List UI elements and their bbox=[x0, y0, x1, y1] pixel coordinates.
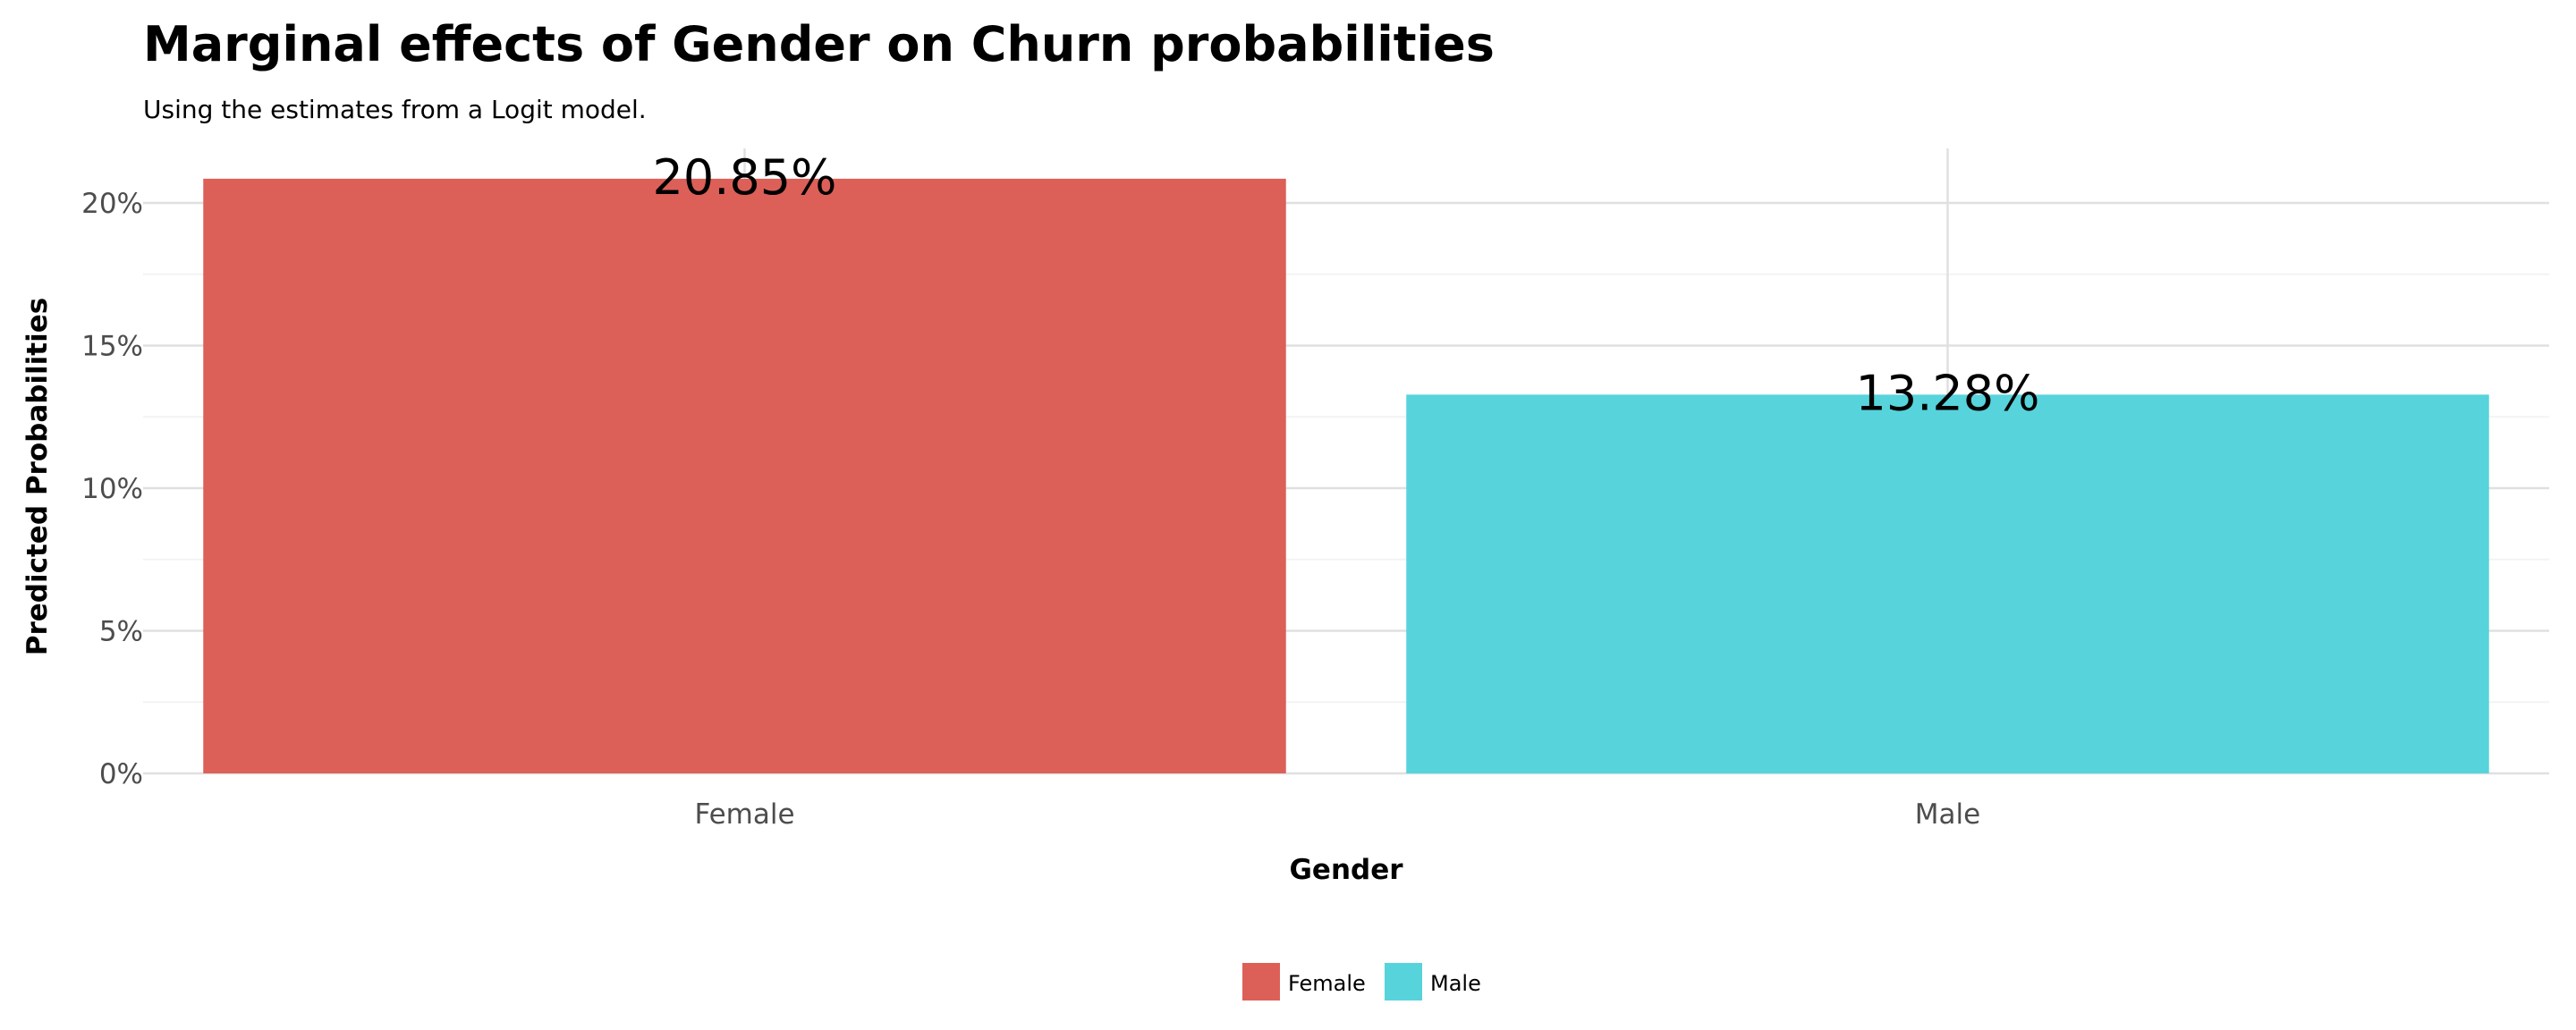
x-tick-label: Female bbox=[694, 798, 794, 831]
chart-subtitle: Using the estimates from a Logit model. bbox=[143, 95, 647, 124]
y-tick-label: 5% bbox=[99, 616, 143, 648]
legend: Female Male bbox=[1242, 963, 1481, 1000]
bar-value-labels: 20.85% 13.28% bbox=[653, 149, 2040, 421]
bar-value-label: 20.85% bbox=[653, 149, 837, 206]
y-axis-title: Predicted Probabilities bbox=[21, 298, 54, 655]
y-axis-ticks: 0% 5% 10% 15% 20% bbox=[81, 188, 143, 790]
bar-male bbox=[1406, 394, 2489, 773]
legend-label: Male bbox=[1430, 971, 1481, 996]
legend-swatch bbox=[1385, 963, 1422, 1000]
x-axis-title: Gender bbox=[1289, 854, 1403, 886]
legend-label: Female bbox=[1288, 971, 1366, 996]
x-axis-ticks: Female Male bbox=[694, 798, 1980, 831]
y-tick-label: 0% bbox=[99, 758, 143, 790]
y-tick-label: 10% bbox=[81, 473, 143, 505]
legend-swatch bbox=[1242, 963, 1280, 1000]
x-tick-label: Male bbox=[1915, 798, 1980, 831]
bar-value-label: 13.28% bbox=[1856, 365, 2040, 421]
legend-item-female: Female bbox=[1242, 963, 1366, 1000]
bars bbox=[203, 178, 2489, 773]
y-tick-label: 15% bbox=[81, 331, 143, 363]
bar-female bbox=[203, 178, 1286, 773]
chart-title: Marginal effects of Gender on Churn prob… bbox=[143, 16, 1495, 72]
y-tick-label: 20% bbox=[81, 188, 143, 220]
legend-item-male: Male bbox=[1385, 963, 1481, 1000]
